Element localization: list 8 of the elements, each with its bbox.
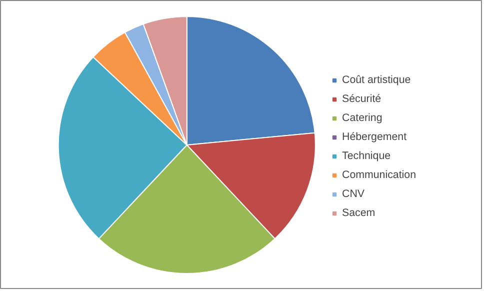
legend-label: CNV	[342, 188, 364, 200]
legend-label: Hébergement	[342, 131, 407, 143]
legend-label: Coût artistique	[342, 74, 411, 86]
legend-label: Sécurité	[342, 93, 382, 105]
legend-label: Communication	[342, 169, 416, 181]
legend-label: Sacem	[342, 207, 376, 219]
legend-label: Technique	[342, 150, 391, 162]
legend-label: Catering	[342, 112, 382, 124]
